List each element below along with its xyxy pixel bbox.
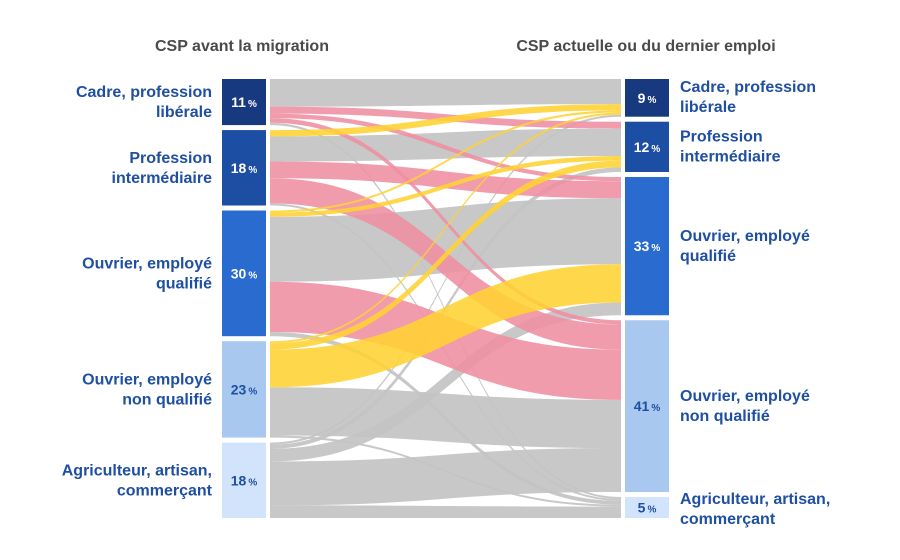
right-bar-agriculteur [625,497,669,518]
left-value-agriculteur: 18% [231,472,258,488]
left-value-intermediaire: 18% [231,160,258,176]
right-label-non_qualifie: Ouvrier, employé non qualifié [680,388,810,425]
right-bar-intermediaire [625,121,669,172]
left-label-intermediaire: Profession intermédiaire [112,150,213,187]
left-label-qualifie: Ouvrier, employé qualifié [82,255,212,292]
flow-agriculteur-to-qualifie [270,302,621,462]
left-bar-cadre [222,79,266,126]
right-label-intermediaire: Profession intermédiaire [680,129,781,166]
flow-non_qualifie-to-cadre [270,112,621,344]
right-value-intermediaire: 12% [634,139,661,155]
flow-qualifie-to-intermediaire [270,155,621,217]
left-label-non_qualifie: Ouvrier, employé non qualifié [82,371,212,408]
left-value-non_qualifie: 23% [231,381,258,397]
right-node-agriculteur: 5 % Agriculteur, artisan, commerçant [625,491,830,528]
right-label-agriculteur: Agriculteur, artisan, commerçant [680,491,830,528]
left-bar-intermediaire [222,130,266,206]
left-node-non_qualifie: 23 % Ouvrier, employé non qualifié [82,341,266,438]
flow-non_qualifie-to-qualifie [270,264,621,388]
flow-agriculteur-to-agriculteur [270,505,621,518]
left-node-intermediaire: 18 % Profession intermédiaire [112,130,266,206]
right-value-non_qualifie: 41% [634,398,661,414]
flow-agriculteur-to-cadre [270,114,621,445]
right-value-qualifie: 33% [634,238,661,254]
left-node-cadre: 11 % Cadre, profession libérale [76,79,266,126]
left-value-cadre: 11% [231,94,257,110]
flow-intermediaire-to-non_qualifie [270,178,621,350]
right-node-cadre: 9 % Cadre, profession libérale [625,79,816,117]
flow-non_qualifie-to-non_qualifie [270,387,621,449]
right-column-header: CSP actuelle ou du dernier emploi [516,38,775,55]
right-bar-cadre [625,79,669,117]
right-bar-qualifie [625,176,669,316]
right-node-non_qualifie: 41 % Ouvrier, employé non qualifié [625,320,810,493]
right-node-intermediaire: 12 % Profession intermédiaire [625,121,781,172]
left-bar-agriculteur [222,442,266,518]
left-column-header: CSP avant la migration [155,38,329,55]
right-node-qualifie: 33 % Ouvrier, employé qualifié [625,176,810,316]
flow-intermediaire-to-qualifie [270,161,621,199]
flows-layer [270,79,621,518]
left-bar-qualifie [222,210,266,337]
left-label-agriculteur: Agriculteur, artisan, commerçant [62,462,213,499]
left-node-qualifie: 30 % Ouvrier, employé qualifié [82,210,266,337]
nodes-layer: 11 % Cadre, profession libérale 18 % Professio… [62,79,830,528]
flow-intermediaire-to-cadre [270,104,621,137]
left-bar-non_qualifie [222,341,266,438]
flow-qualifie-to-qualifie [270,198,621,282]
right-value-cadre: 9% [638,90,657,106]
flow-cadre-to-qualifie [270,113,621,182]
right-label-cadre: Cadre, profession libérale [680,79,816,116]
right-value-agriculteur: 5% [638,500,657,516]
flow-non_qualifie-to-intermediaire [270,160,621,350]
flow-cadre-to-non_qualifie [270,118,621,325]
right-label-qualifie: Ouvrier, employé qualifié [680,228,810,265]
flow-agriculteur-to-non_qualifie [270,448,621,506]
left-label-cadre: Cadre, profession libérale [76,84,212,121]
left-value-qualifie: 30% [231,265,258,281]
left-node-agriculteur: 18 % Agriculteur, artisan, commerçant [62,442,266,518]
flow-qualifie-to-cadre [270,110,621,213]
flow-cadre-to-cadre [270,79,621,107]
right-bar-non_qualifie [625,320,669,493]
